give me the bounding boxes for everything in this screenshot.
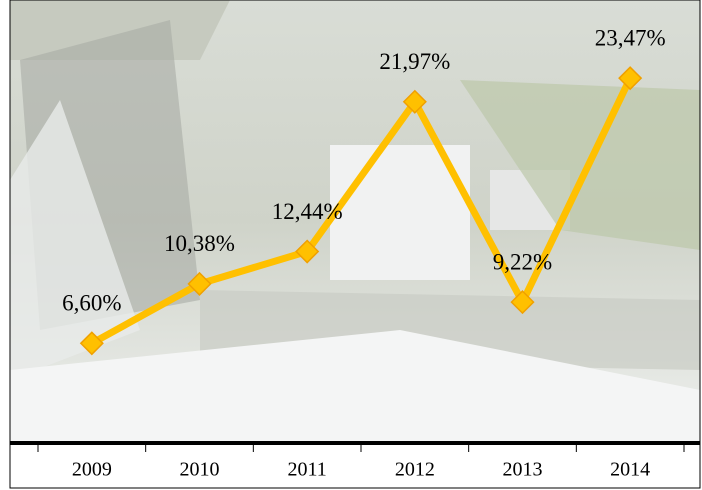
data-label: 23,47% — [595, 25, 666, 50]
data-label: 12,44% — [272, 199, 343, 224]
marker — [510, 290, 535, 315]
x-tick-label: 2009 — [72, 459, 112, 481]
marker — [187, 271, 212, 296]
x-tick-label: 2010 — [180, 459, 220, 481]
background-photo — [10, 0, 700, 443]
x-tick-label: 2011 — [288, 459, 327, 481]
data-label: 10,38% — [164, 231, 235, 256]
frame — [9, 0, 701, 489]
line-series — [90, 76, 634, 347]
data-label: 9,22% — [493, 249, 552, 274]
marker — [402, 89, 427, 114]
marker — [295, 239, 320, 264]
x-tick-label: 2014 — [610, 459, 650, 481]
marker — [618, 66, 643, 91]
x-tick-label: 2012 — [395, 459, 435, 481]
data-label: 6,60% — [62, 291, 121, 316]
marker — [79, 331, 104, 356]
x-tick-label: 2013 — [503, 459, 543, 481]
data-label: 21,97% — [379, 49, 450, 74]
